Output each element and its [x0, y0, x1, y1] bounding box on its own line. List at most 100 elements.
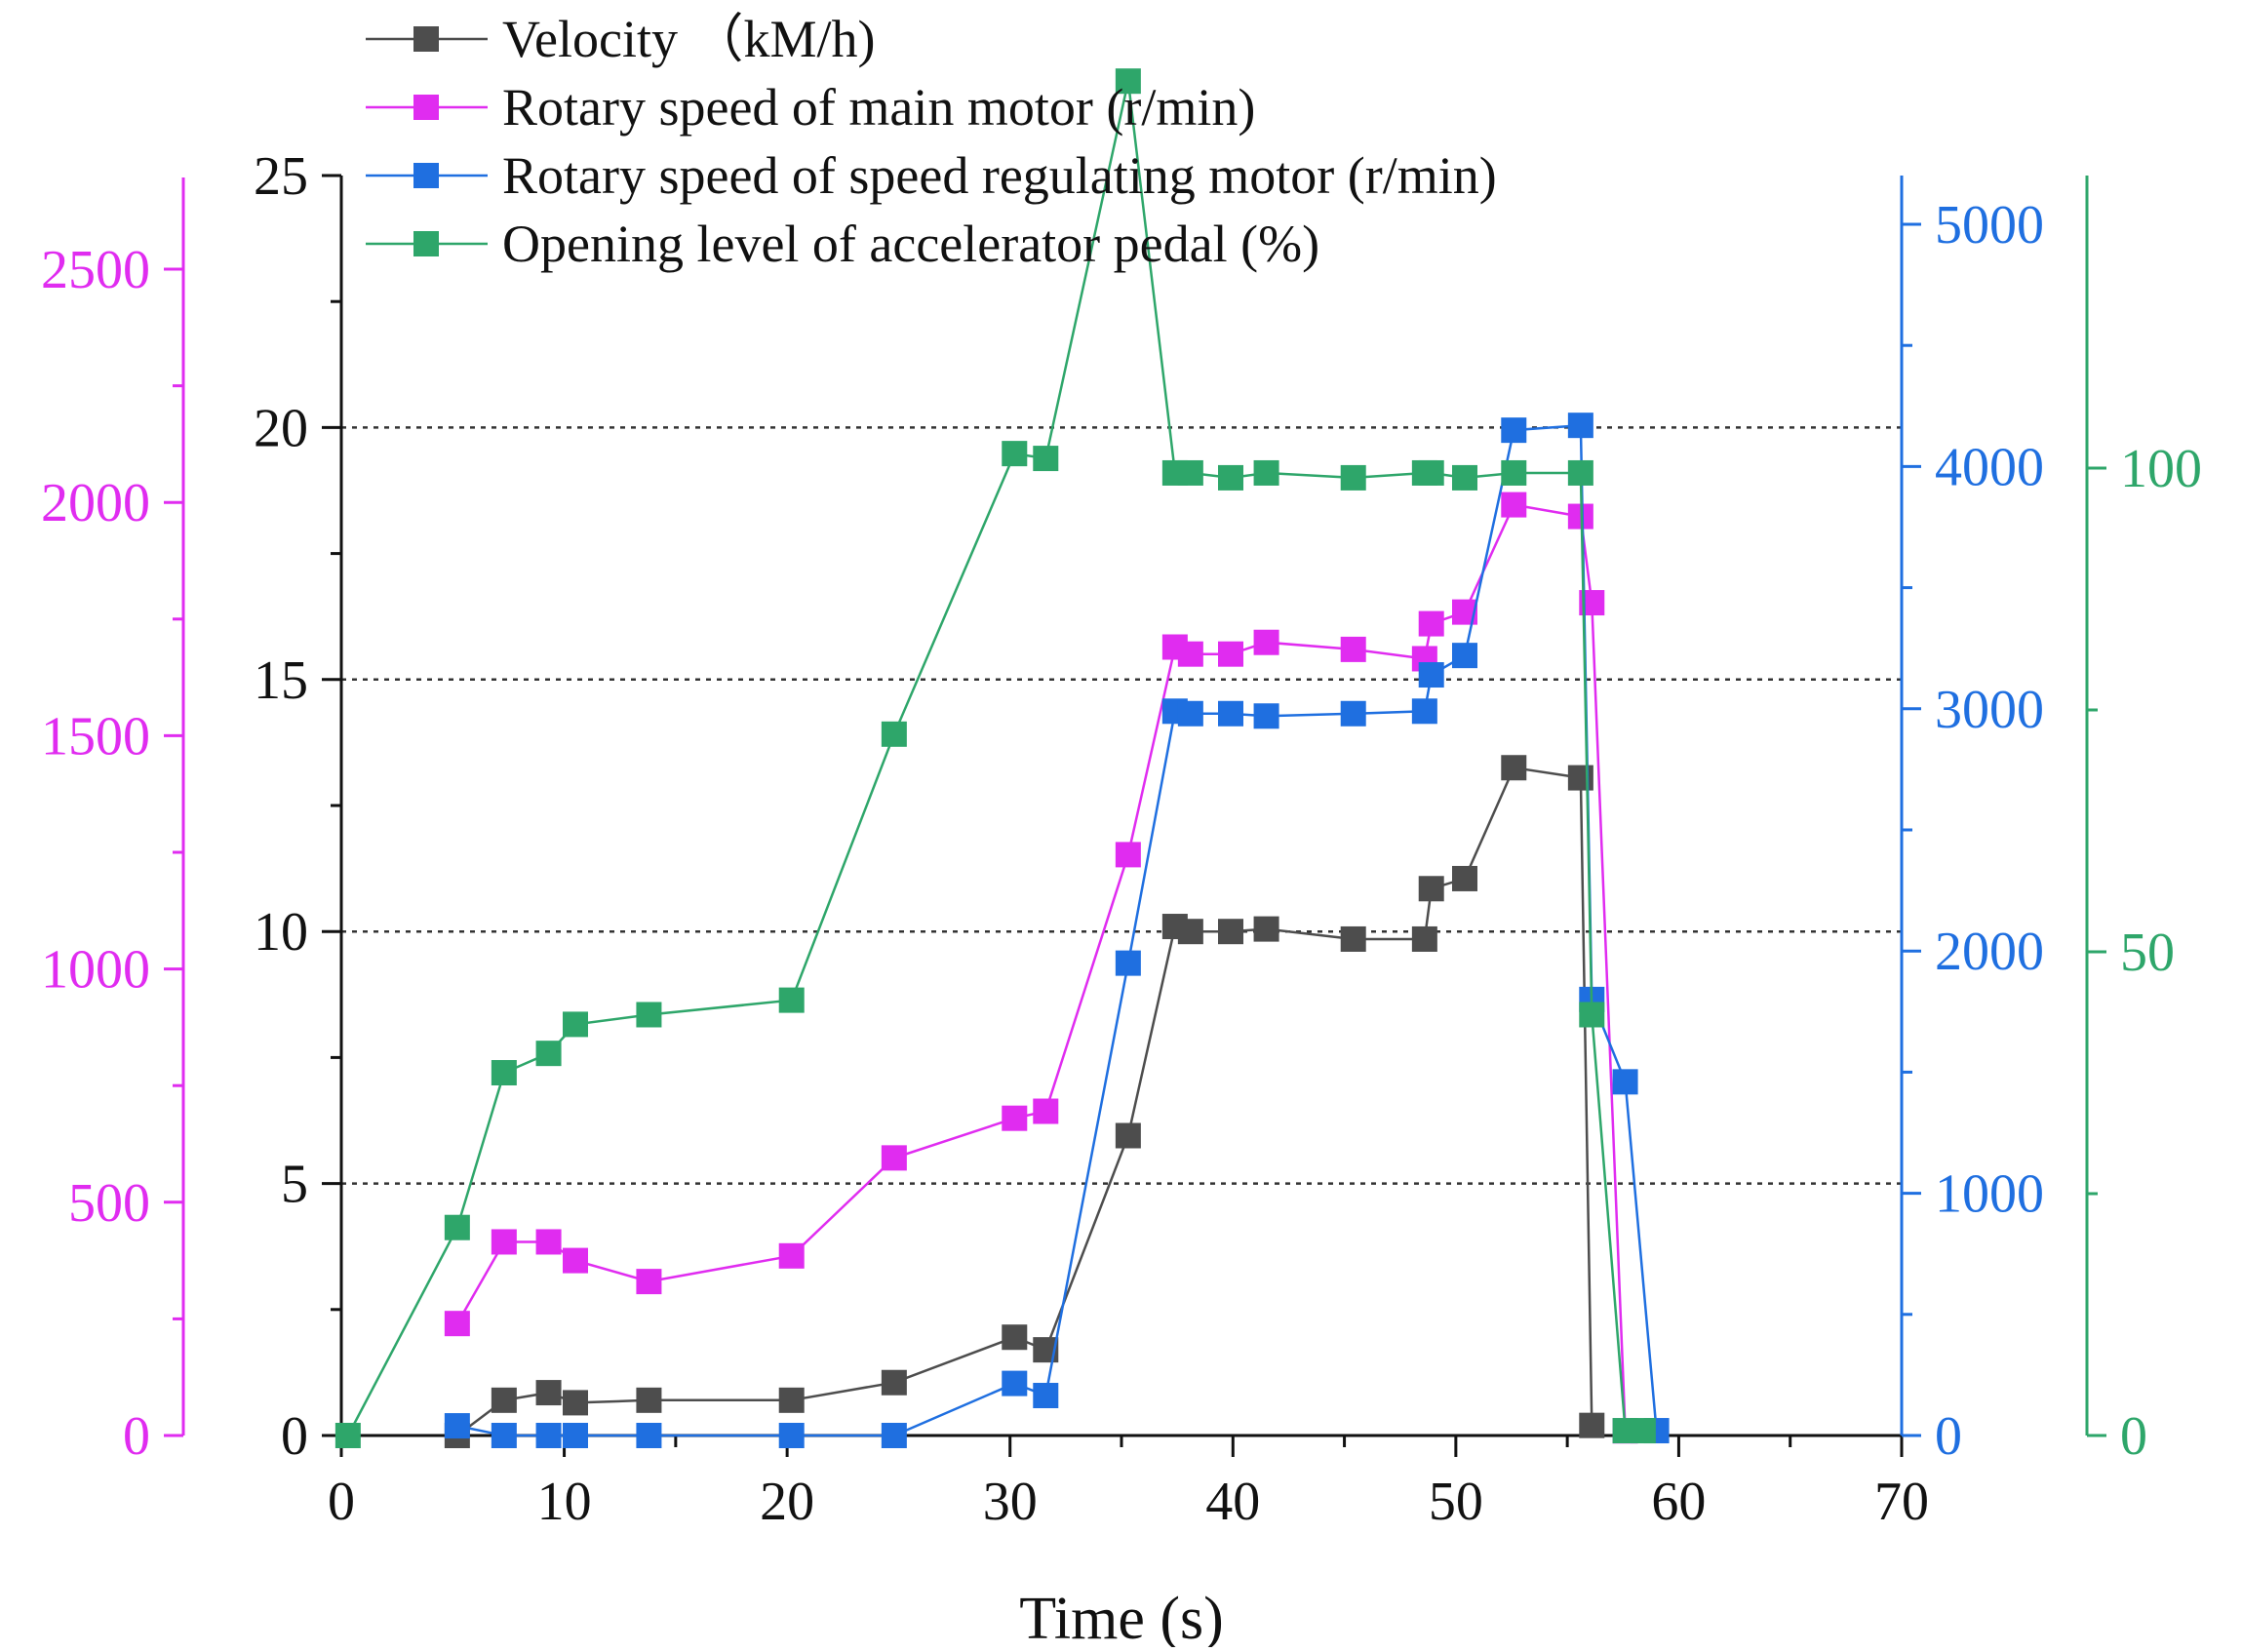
legend-marker [413, 26, 439, 52]
velocity-tick-label: 25 [254, 146, 308, 207]
data-point-main_motor [535, 1229, 562, 1255]
main_motor-tick-label: 500 [68, 1173, 150, 1234]
main_motor-tick-label: 1500 [41, 706, 150, 767]
data-point-main_motor [444, 1311, 470, 1337]
pedal-tick-label: 100 [2120, 439, 2202, 499]
velocity-tick-label: 5 [281, 1155, 308, 1215]
data-point-pedal [444, 1214, 470, 1240]
data-point-regulating_motor [1340, 700, 1366, 727]
data-point-pedal [1418, 459, 1444, 486]
legend-marker [413, 231, 439, 256]
regulating_motor-tick-label: 0 [1935, 1406, 1962, 1467]
data-point-pedal [1579, 1002, 1605, 1028]
data-point-velocity [1452, 865, 1477, 891]
pedal-tick-label: 50 [2120, 923, 2175, 983]
x-tick-label: 70 [1874, 1472, 1929, 1532]
data-point-velocity [636, 1387, 662, 1413]
data-point-velocity [1115, 1122, 1141, 1149]
data-point-main_motor [563, 1247, 588, 1274]
x-tick-label: 10 [537, 1472, 592, 1532]
data-point-pedal [1002, 441, 1028, 467]
x-tick-label: 20 [760, 1472, 814, 1532]
data-point-velocity [563, 1390, 588, 1416]
legend-label: Rotary speed of speed regulating motor (… [502, 146, 1497, 205]
data-point-regulating_motor [563, 1423, 588, 1448]
x-tick-label: 40 [1205, 1472, 1260, 1532]
data-point-velocity [1501, 755, 1527, 781]
data-point-regulating_motor [1612, 1069, 1638, 1095]
data-point-pedal [636, 1002, 662, 1028]
regulating_motor-tick-label: 3000 [1935, 680, 2044, 740]
data-point-pedal [334, 1423, 361, 1448]
data-point-main_motor [1177, 641, 1203, 667]
series-line-main_motor [455, 503, 1627, 1432]
data-point-main_motor [1253, 629, 1279, 655]
legend: Velocity （kM/h) Rotary speed of main moto… [366, 10, 1497, 273]
x-axis-title: Time (s) [1019, 1586, 1224, 1647]
data-point-main_motor [778, 1242, 805, 1269]
data-point-velocity [778, 1387, 805, 1413]
data-point-pedal [563, 1011, 588, 1038]
regulating_motor-tick-label: 2000 [1935, 922, 2044, 982]
x-tick-label: 50 [1429, 1472, 1483, 1532]
data-point-regulating_motor [1115, 950, 1141, 976]
data-point-pedal [1501, 459, 1527, 486]
x-tick-label: 60 [1651, 1472, 1706, 1532]
data-point-pedal [881, 721, 907, 747]
data-point-velocity [1418, 876, 1444, 902]
data-point-regulating_motor [535, 1423, 562, 1448]
data-point-regulating_motor [1177, 700, 1203, 727]
data-point-velocity [535, 1380, 562, 1406]
data-point-velocity [1177, 919, 1203, 945]
velocity-tick-label: 10 [254, 902, 308, 963]
data-point-pedal [1218, 464, 1243, 491]
data-point-regulating_motor [1411, 698, 1437, 725]
data-point-regulating_motor [778, 1423, 805, 1448]
data-point-pedal [778, 987, 805, 1013]
legend-marker [413, 95, 439, 120]
x-tick-label: 30 [983, 1472, 1038, 1532]
data-point-pedal [491, 1060, 517, 1085]
data-point-main_motor [491, 1229, 517, 1255]
legend-label: Opening level of accelerator pedal (%) [502, 215, 1319, 273]
data-point-main_motor [1340, 636, 1366, 662]
velocity-tick-label: 15 [254, 650, 308, 711]
data-point-regulating_motor [1452, 643, 1477, 669]
pedal-tick-label: 0 [2120, 1406, 2147, 1467]
data-point-main_motor [636, 1269, 662, 1295]
data-point-pedal [1033, 446, 1059, 472]
data-point-velocity [1340, 925, 1366, 952]
data-point-regulating_motor [1418, 662, 1444, 688]
velocity-tick-label: 20 [254, 398, 308, 458]
data-point-velocity [1218, 919, 1243, 945]
data-point-main_motor [1115, 842, 1141, 868]
regulating_motor-tick-label: 1000 [1935, 1164, 2044, 1225]
data-point-regulating_motor [1218, 700, 1243, 727]
data-point-velocity [1411, 925, 1437, 952]
legend-label: Rotary speed of main motor (r/min) [502, 78, 1255, 137]
data-point-regulating_motor [1501, 417, 1527, 444]
data-point-regulating_motor [491, 1423, 517, 1448]
data-point-regulating_motor [444, 1413, 470, 1439]
data-point-main_motor [1418, 610, 1444, 637]
data-point-main_motor [1501, 492, 1527, 518]
data-point-velocity [1002, 1324, 1028, 1351]
velocity-tick-label: 0 [281, 1406, 308, 1467]
data-point-regulating_motor [1253, 703, 1279, 729]
data-point-main_motor [881, 1145, 907, 1171]
main_motor-tick-label: 2000 [41, 473, 150, 533]
series [334, 68, 1670, 1448]
main_motor-tick-label: 0 [123, 1406, 150, 1467]
main_motor-tick-label: 1000 [41, 940, 150, 1001]
data-point-pedal [1177, 459, 1203, 486]
data-point-pedal [1340, 464, 1366, 491]
legend-marker [413, 163, 439, 188]
data-point-regulating_motor [1002, 1370, 1028, 1396]
data-point-velocity [1579, 1412, 1605, 1438]
main_motor-tick-label: 2500 [41, 240, 150, 300]
data-point-main_motor [1033, 1098, 1059, 1124]
data-point-velocity [491, 1387, 517, 1413]
axes: 0 10 20 30 40 50 60 700510152025050010001500200… [41, 146, 2202, 1532]
